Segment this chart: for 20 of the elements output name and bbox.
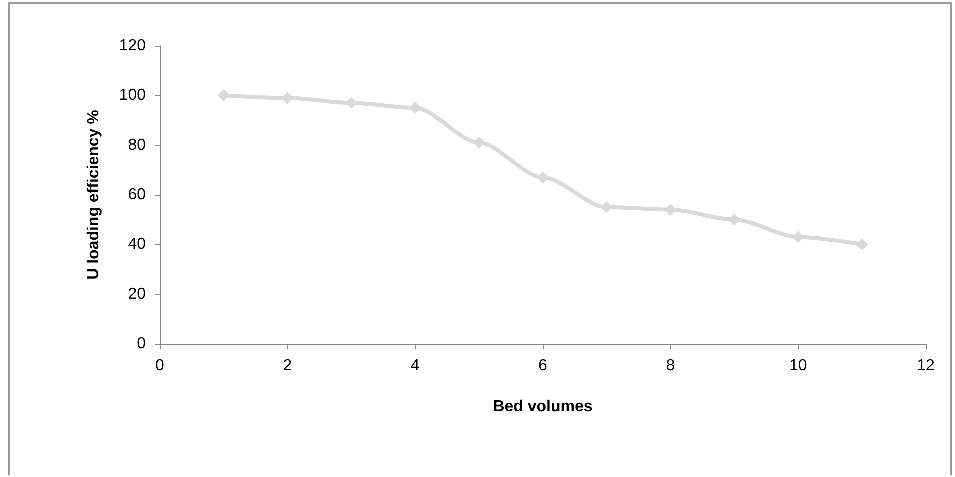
x-tick-label: 12 (917, 358, 935, 374)
y-tick-label: 80 (128, 136, 146, 154)
y-tick-label: 20 (128, 286, 146, 303)
point (728, 214, 740, 226)
y-axis-title: U loading efficiency % (86, 110, 102, 280)
x-tick-label: 6 (538, 358, 548, 374)
x-tick-label: 4 (410, 358, 420, 374)
y-tick-label: 0 (137, 336, 146, 352)
x-tick-label: 2 (283, 358, 292, 374)
point (856, 238, 868, 251)
x-tick-label: 0 (156, 358, 165, 374)
y-tick-label: 60 (128, 186, 146, 204)
point (473, 136, 486, 149)
x-axis-title: Bed volumes (493, 398, 593, 416)
y-tick-label: 120 (119, 38, 146, 54)
y-tick-label: 100 (119, 87, 146, 104)
point (537, 172, 549, 184)
x-tick-label: 8 (666, 358, 676, 374)
x-tick-label: 10 (789, 358, 808, 374)
y-tick-label: 40 (128, 236, 146, 254)
